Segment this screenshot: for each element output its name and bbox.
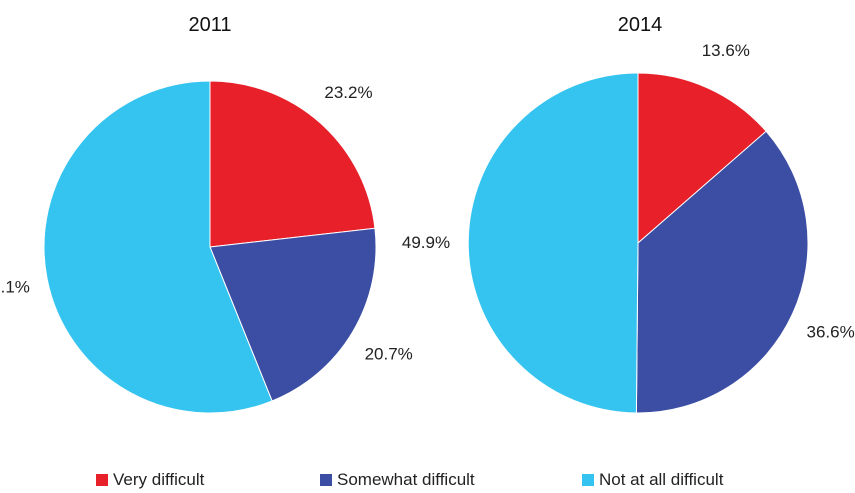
- legend-label-not-at-all-difficult: Not at all difficult: [599, 470, 724, 489]
- pie-2011-label-very-difficult: 23.2%: [324, 83, 372, 102]
- pie-chart-2011: 2011 23.2% 20.7% 56.1%: [0, 14, 413, 414]
- pie-2014-label-very-difficult: 13.6%: [702, 41, 750, 60]
- legend-label-somewhat-difficult: Somewhat difficult: [337, 470, 475, 489]
- pie-2014-slice-somewhat-difficult: [635, 130, 809, 414]
- pie-chart-2014: 2014 13.6% 36.6% 49.9%: [402, 14, 855, 414]
- legend-item-somewhat-difficult: Somewhat difficult: [320, 469, 475, 491]
- legend-item-very-difficult: Very difficult: [96, 469, 204, 491]
- pie-2014-slice-not-at-all-difficult: [467, 72, 639, 414]
- pie-2011-label-not-at-all-difficult: 56.1%: [0, 278, 30, 297]
- pie-2011-title: 2011: [188, 14, 231, 36]
- pie-2011-slice-not-at-all-difficult: [43, 80, 273, 414]
- pie-2011-slice-very-difficult: [209, 80, 376, 248]
- legend-label-very-difficult: Very difficult: [113, 470, 205, 489]
- pie-2011-label-somewhat-difficult: 20.7%: [365, 344, 413, 363]
- pie-2014-title: 2014: [618, 14, 663, 36]
- pie-2014-slice-very-difficult: [637, 72, 767, 245]
- legend-swatch-not-at-all-difficult: [582, 474, 594, 486]
- legend-swatch-somewhat-difficult: [320, 474, 332, 486]
- legend: Very difficult Somewhat difficult Not at…: [0, 469, 855, 491]
- legend-item-not-at-all-difficult: Not at all difficult: [582, 469, 723, 491]
- legend-swatch-very-difficult: [96, 474, 108, 486]
- pie-2011-slice-somewhat-difficult: [209, 227, 377, 402]
- pie-2014-label-not-at-all-difficult: 49.9%: [402, 233, 450, 252]
- pie-2014-label-somewhat-difficult: 36.6%: [806, 323, 854, 342]
